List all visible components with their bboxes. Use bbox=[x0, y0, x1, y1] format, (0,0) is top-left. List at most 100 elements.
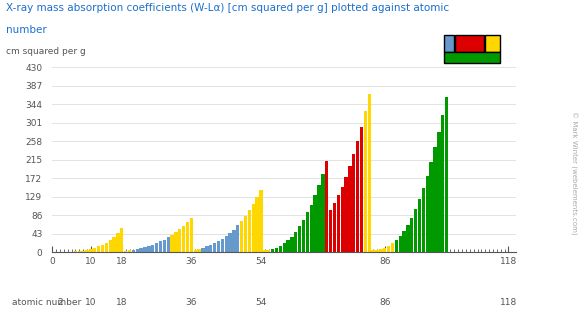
Bar bbox=[445, 97, 448, 252]
Bar bbox=[360, 127, 363, 252]
Bar bbox=[116, 233, 119, 252]
Bar bbox=[403, 231, 406, 252]
Bar bbox=[128, 250, 131, 252]
Bar bbox=[248, 210, 251, 252]
Bar bbox=[317, 185, 321, 252]
Bar bbox=[151, 245, 154, 252]
Bar bbox=[329, 210, 332, 252]
Bar bbox=[310, 205, 313, 252]
Bar bbox=[155, 243, 158, 252]
Bar bbox=[171, 235, 174, 252]
Bar bbox=[209, 245, 212, 252]
Bar bbox=[166, 238, 170, 252]
Bar bbox=[395, 240, 398, 252]
Bar bbox=[140, 248, 143, 252]
Bar bbox=[190, 218, 193, 252]
Bar bbox=[81, 250, 85, 252]
Bar bbox=[414, 209, 418, 252]
Text: 86: 86 bbox=[379, 298, 390, 307]
Bar bbox=[306, 213, 309, 252]
Bar bbox=[108, 240, 112, 252]
Bar bbox=[224, 236, 228, 252]
Bar bbox=[430, 162, 433, 252]
Bar bbox=[294, 232, 298, 252]
Bar bbox=[426, 175, 429, 252]
Bar bbox=[379, 249, 383, 252]
Bar bbox=[267, 250, 270, 252]
Bar bbox=[159, 241, 162, 252]
Bar bbox=[364, 111, 367, 252]
Text: X-ray mass absorption coefficients (W-Lα) [cm squared per g] plotted against ato: X-ray mass absorption coefficients (W-Lα… bbox=[6, 3, 449, 13]
Bar bbox=[78, 251, 81, 252]
Bar bbox=[263, 250, 267, 252]
Text: © Mark Winter (webelements.com): © Mark Winter (webelements.com) bbox=[570, 112, 577, 235]
Bar bbox=[348, 166, 351, 252]
Bar bbox=[186, 222, 189, 252]
Bar bbox=[325, 161, 328, 252]
Bar bbox=[132, 250, 135, 252]
Bar bbox=[101, 245, 104, 252]
Bar bbox=[120, 228, 124, 252]
Bar bbox=[232, 230, 235, 252]
Bar bbox=[244, 216, 247, 252]
Bar bbox=[352, 154, 356, 252]
Bar bbox=[205, 246, 209, 252]
Bar bbox=[113, 237, 116, 252]
Bar bbox=[279, 246, 282, 252]
Text: 18: 18 bbox=[116, 298, 128, 307]
Bar bbox=[259, 190, 263, 252]
Bar bbox=[252, 204, 255, 252]
Bar bbox=[197, 249, 201, 252]
Text: 2: 2 bbox=[57, 298, 63, 307]
Bar bbox=[240, 221, 244, 252]
Bar bbox=[383, 248, 386, 252]
Bar bbox=[213, 243, 216, 252]
Bar bbox=[406, 225, 409, 252]
Bar bbox=[433, 147, 437, 252]
Text: atomic number: atomic number bbox=[12, 298, 81, 307]
Bar bbox=[104, 243, 108, 252]
Bar bbox=[271, 249, 274, 252]
Bar bbox=[340, 187, 344, 252]
Bar bbox=[124, 251, 128, 252]
Text: 118: 118 bbox=[500, 298, 517, 307]
Bar bbox=[375, 250, 379, 252]
Bar bbox=[182, 226, 186, 252]
Bar bbox=[74, 251, 77, 252]
Bar bbox=[89, 249, 92, 252]
Bar bbox=[298, 226, 302, 252]
Bar bbox=[256, 197, 259, 252]
Bar bbox=[368, 94, 371, 252]
Bar bbox=[422, 187, 425, 252]
Bar bbox=[143, 247, 147, 252]
Bar bbox=[85, 250, 89, 252]
Bar bbox=[345, 177, 347, 252]
Text: 54: 54 bbox=[255, 298, 267, 307]
Bar bbox=[229, 233, 232, 252]
Bar bbox=[398, 236, 402, 252]
Bar bbox=[162, 239, 166, 252]
Bar bbox=[337, 195, 340, 252]
Bar bbox=[287, 240, 290, 252]
Bar bbox=[302, 220, 305, 252]
Bar bbox=[97, 246, 100, 252]
Bar bbox=[147, 246, 151, 252]
Text: cm squared per g: cm squared per g bbox=[6, 47, 86, 56]
Text: number: number bbox=[6, 25, 46, 35]
Bar bbox=[275, 248, 278, 252]
Bar bbox=[217, 241, 220, 252]
Bar bbox=[221, 239, 224, 252]
Bar bbox=[175, 232, 177, 252]
Bar bbox=[372, 250, 375, 252]
Bar bbox=[236, 225, 240, 252]
Bar bbox=[136, 249, 139, 252]
Bar bbox=[194, 250, 197, 252]
Bar bbox=[321, 174, 325, 252]
Bar bbox=[291, 237, 293, 252]
Bar bbox=[313, 195, 317, 252]
Bar bbox=[93, 248, 96, 252]
Bar bbox=[441, 115, 444, 252]
Bar bbox=[178, 229, 182, 252]
Text: 36: 36 bbox=[186, 298, 197, 307]
Bar bbox=[387, 246, 390, 252]
